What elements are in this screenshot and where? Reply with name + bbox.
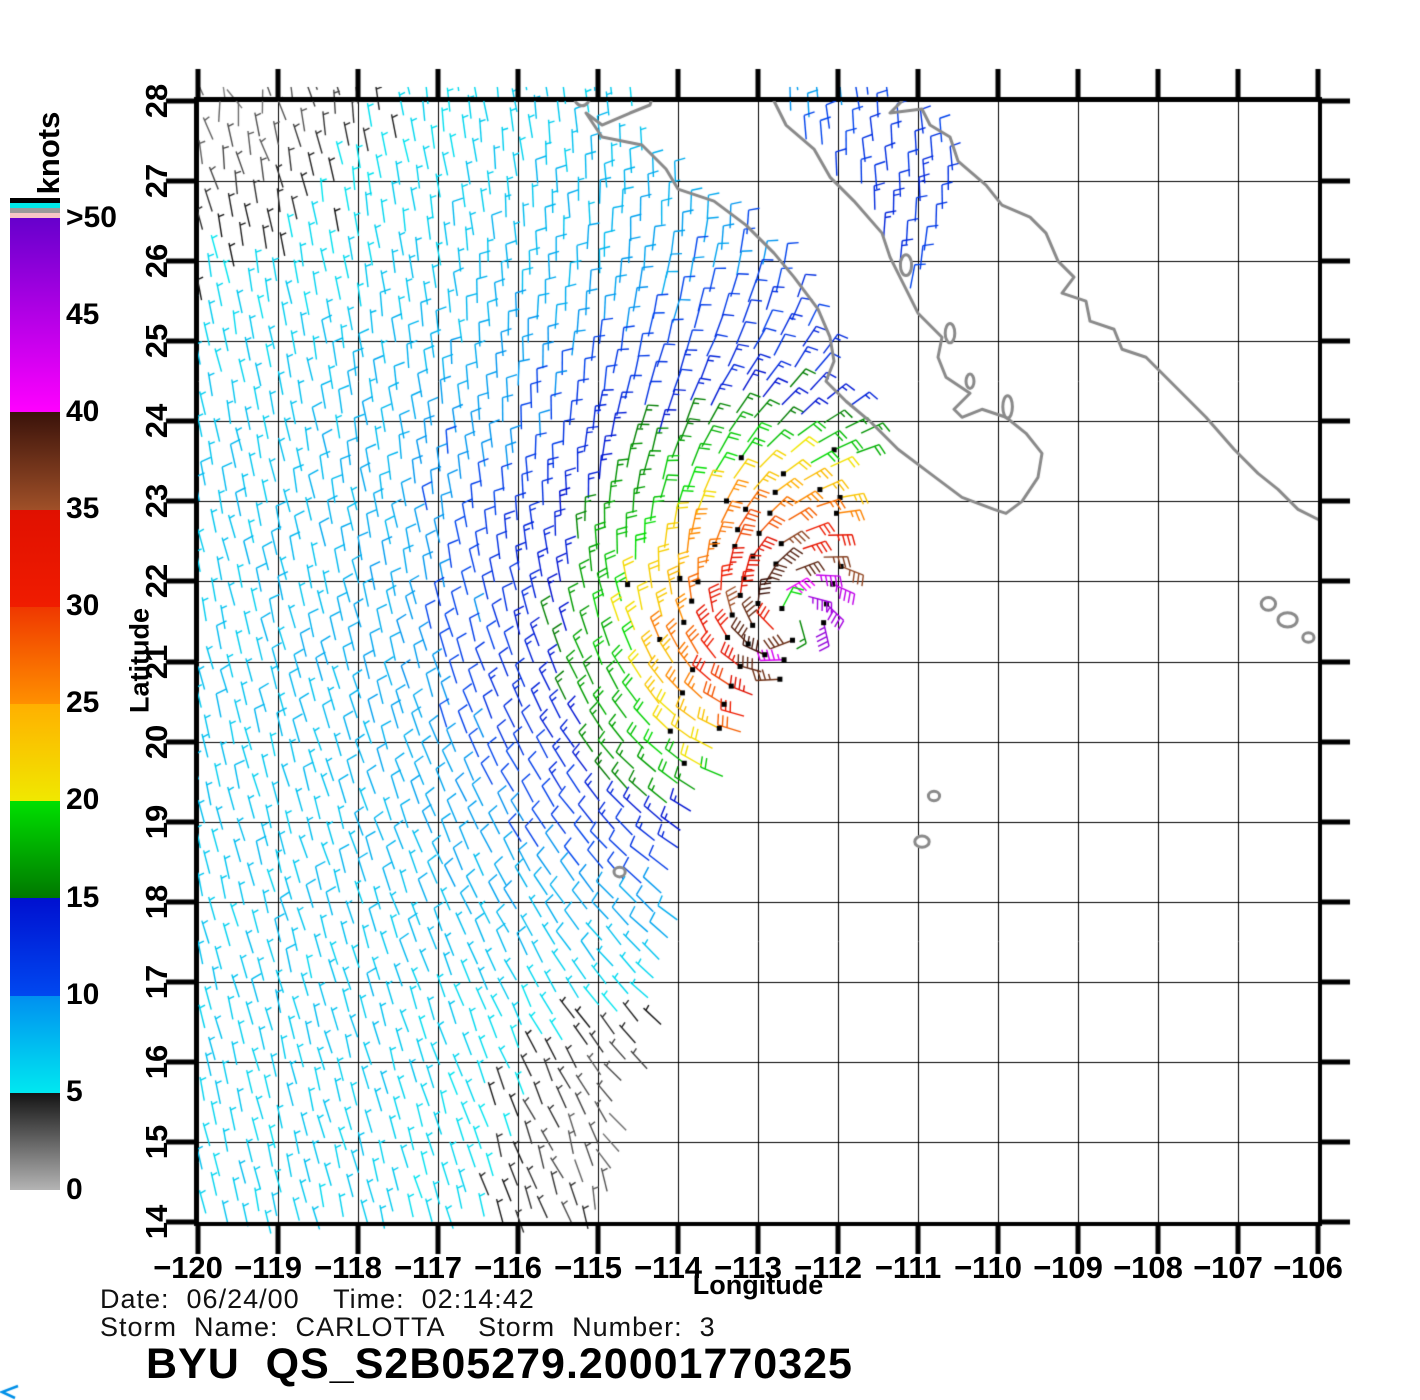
colorbar-tick-label: 20	[66, 783, 100, 816]
lon-tick-label: −116	[473, 1250, 543, 1285]
lon-tick-label: −109	[1033, 1250, 1103, 1285]
lat-tick-label: 27	[139, 163, 174, 199]
lat-tick-label: 26	[139, 243, 174, 279]
colorbar-flag-stripe	[10, 198, 60, 203]
colorbar-tick-label: 10	[66, 978, 100, 1011]
lon-tick-label: −111	[874, 1250, 942, 1285]
x-axis-title: Longitude	[692, 1270, 824, 1300]
colorbar-tick-label: 30	[66, 589, 100, 622]
lat-tick-label: 16	[139, 1044, 174, 1080]
colorbar-segment	[10, 218, 60, 413]
lon-tick-label: −114	[633, 1250, 703, 1285]
lat-tick-label: 28	[139, 83, 174, 119]
colorbar-title: knots	[31, 111, 66, 195]
lat-tick-label: 25	[139, 323, 174, 359]
colorbar-tick-label: 15	[66, 881, 100, 914]
lat-tick-label: 19	[139, 804, 174, 839]
footer-product-id: BYU QS_S2B05279.20001770325	[146, 1340, 853, 1388]
colorbar-segment	[10, 801, 60, 899]
lon-tick-label: −110	[953, 1250, 1023, 1285]
lon-tick-label: −108	[1113, 1250, 1183, 1285]
footer-storm-info: Storm Name: CARLOTTA Storm Number: 3	[100, 1312, 716, 1342]
colorbar-segment	[10, 898, 60, 996]
y-axis-title: Latitude	[124, 607, 155, 713]
lat-tick-label: 24	[139, 404, 174, 439]
colorbar-flag-stripe	[10, 213, 60, 218]
colorbar-tick-label: >50	[66, 201, 117, 234]
colorbar-segment	[10, 509, 60, 607]
colorbar-segment	[10, 1092, 60, 1190]
lon-tick-label: −115	[553, 1250, 623, 1285]
colorbar-segment	[10, 704, 60, 802]
colorbar-tick-label: 0	[66, 1173, 83, 1206]
colorbar-segment	[10, 606, 60, 704]
lon-tick-label: −117	[393, 1250, 463, 1285]
colorbar-flag-stripe	[10, 203, 60, 208]
colorbar-tick-label: 5	[66, 1075, 83, 1108]
colorbar-tick-label: 40	[66, 395, 100, 428]
colorbar	[10, 198, 60, 1190]
lon-tick-label: −118	[313, 1250, 383, 1285]
lon-tick-label: −113	[713, 1250, 783, 1285]
lat-tick-label: 17	[139, 964, 174, 1000]
lon-tick-label: −119	[233, 1250, 303, 1285]
lon-tick-label: −120	[153, 1250, 223, 1285]
colorbar-segment	[10, 412, 60, 510]
colorbar-segment	[10, 995, 60, 1093]
colorbar-tick-label: 45	[66, 298, 100, 331]
lon-tick-label: −107	[1193, 1250, 1263, 1285]
colorbar-tick-label: 25	[66, 686, 100, 719]
lat-tick-label: 18	[139, 884, 174, 919]
colorbar-tick-label: 35	[66, 492, 100, 525]
lat-tick-label: 23	[139, 484, 174, 519]
footer-date-time: Date: 06/24/00 Time: 02:14:42	[100, 1284, 535, 1314]
colorbar-flag-stripe	[10, 208, 60, 213]
lat-tick-label: 15	[139, 1124, 174, 1160]
lon-tick-label: −106	[1273, 1250, 1343, 1285]
lon-tick-label: −112	[793, 1250, 863, 1285]
lat-tick-label: 14	[139, 1204, 174, 1240]
